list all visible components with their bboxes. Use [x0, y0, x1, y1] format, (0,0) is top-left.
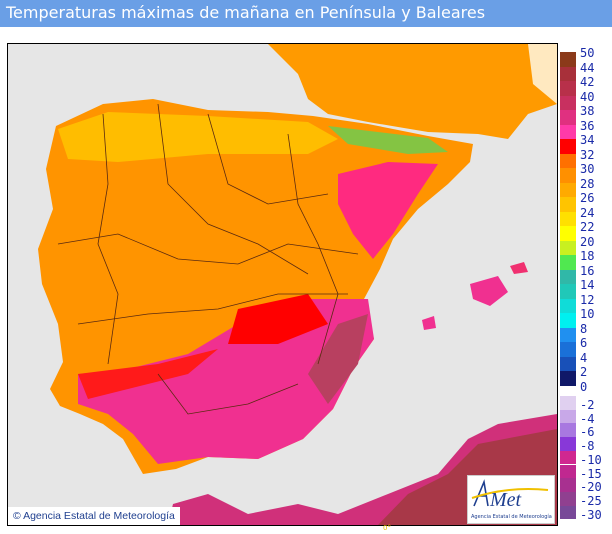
legend-swatch [560, 95, 576, 110]
legend-swatch-negative [560, 396, 576, 410]
france-region [268, 44, 557, 139]
legend-label: 24 [580, 205, 595, 220]
legend-swatch [560, 313, 576, 328]
legend-label-negative: -20 [580, 480, 602, 495]
legend-swatch-negative [560, 505, 576, 520]
legend-swatch [560, 298, 576, 313]
legend-label: 12 [580, 292, 595, 307]
legend-label: 32 [580, 147, 595, 162]
legend-label: 6 [580, 336, 588, 350]
legend-swatch [560, 226, 576, 241]
legend-swatch [560, 327, 576, 342]
title-bar: Temperaturas máximas de mañana en Peníns… [0, 0, 612, 27]
southeast-brown [308, 314, 368, 404]
legend-label-negative: -6 [580, 425, 595, 440]
legend-swatch [560, 139, 576, 154]
legend-swatch-negative [560, 437, 576, 451]
legend-swatch [560, 182, 576, 197]
legend-label: 28 [580, 176, 595, 191]
legend-swatch [560, 211, 576, 226]
legend-label: 26 [580, 191, 595, 205]
ibiza [422, 316, 436, 330]
pyrenees-green [328, 126, 448, 154]
legend-label-negative: -8 [580, 439, 595, 454]
copyright-credit: © Agencia Estatal de Meteorología [8, 507, 180, 525]
legend-label: 18 [580, 249, 595, 263]
legend-swatch [560, 168, 576, 183]
legend-label: 22 [580, 220, 595, 234]
province-borders [57, 103, 359, 415]
la-mancha-red [228, 294, 328, 344]
mallorca [470, 276, 508, 306]
legend-swatch [560, 153, 576, 168]
legend-swatch [560, 371, 576, 386]
temperature-map: © Agencia Estatal de Meteorología Met Ag… [7, 43, 558, 526]
legend-label: 30 [580, 162, 595, 176]
legend-swatch [560, 81, 576, 96]
logo-subtitle: Agencia Estatal de Meteorología [471, 514, 552, 520]
legend-label-negative: -15 [580, 466, 602, 481]
legend-label: 44 [580, 60, 595, 75]
legend-label: 36 [580, 118, 595, 133]
alps-region [528, 44, 557, 104]
ebro-hot-area [338, 162, 438, 259]
legend-swatch-negative [560, 409, 576, 424]
legend-label-negative: -10 [580, 452, 602, 467]
legend-swatch-negative [560, 450, 576, 465]
legend-swatch [560, 110, 576, 125]
legend-swatch [560, 197, 576, 212]
south-east-hot-area [78, 299, 374, 464]
legend-label: 0 [580, 379, 588, 394]
northern-cool-area [58, 112, 338, 162]
legend-swatch [560, 269, 576, 284]
legend-swatch-negative [560, 464, 576, 479]
aemet-logo: Met Agencia Estatal de Meteorología [467, 475, 555, 524]
legend-label: 42 [580, 75, 595, 89]
legend-label: 38 [580, 104, 595, 118]
legend-label: 16 [580, 263, 595, 278]
legend-label: 8 [580, 321, 588, 336]
legend-label-negative: -25 [580, 493, 602, 508]
legend-swatch-negative [560, 478, 576, 492]
legend-label: 20 [580, 234, 595, 249]
legend-swatch [560, 284, 576, 299]
legend-label-negative: -4 [580, 411, 595, 426]
page-title: Temperaturas máximas de mañana en Peníns… [6, 3, 486, 22]
longitude-label: 0° [383, 524, 391, 532]
legend-label-negative: -2 [580, 398, 595, 412]
svg-text:Met: Met [489, 489, 522, 511]
legend-label: 34 [580, 133, 595, 147]
legend-swatch-negative [560, 423, 576, 438]
legend-swatch [560, 342, 576, 357]
legend-label: 4 [580, 350, 588, 365]
legend-swatch [560, 356, 576, 371]
menorca [510, 262, 528, 274]
aemet-logo-graphic: Met [471, 479, 549, 511]
legend-swatch [560, 124, 576, 139]
legend-swatch [560, 240, 576, 255]
legend-label: 40 [580, 89, 595, 104]
legend-label: 2 [580, 365, 588, 379]
legend-label: 50 [580, 46, 595, 60]
legend-swatch [560, 52, 576, 67]
legend-label-negative: -30 [580, 507, 602, 522]
legend-label: 10 [580, 307, 595, 321]
legend-swatch-negative [560, 491, 576, 506]
legend-label: 14 [580, 278, 595, 292]
guadalquivir-red [78, 349, 218, 399]
map-svg [38, 44, 557, 525]
legend-swatch [560, 66, 576, 81]
legend-swatch [560, 255, 576, 270]
